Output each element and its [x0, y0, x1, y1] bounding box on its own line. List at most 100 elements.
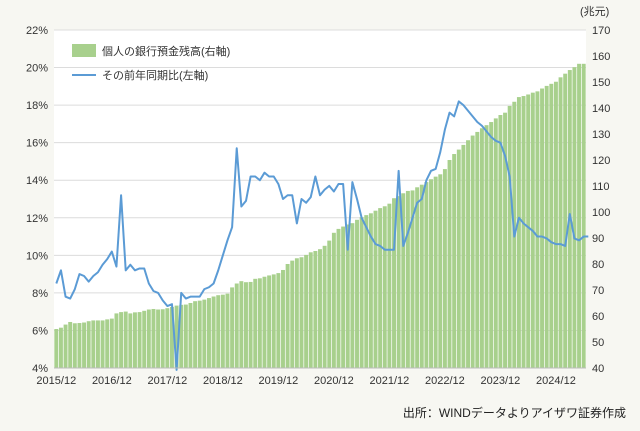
bar [156, 309, 161, 368]
right-tick-label: 110 [592, 181, 610, 193]
bar [239, 281, 244, 368]
bar [160, 309, 165, 368]
line-series [55, 100, 589, 371]
right-tick-label: 70 [592, 285, 604, 297]
bar [442, 169, 447, 368]
bar [285, 264, 290, 368]
bar [123, 311, 128, 368]
bar [183, 304, 188, 368]
bar [294, 258, 299, 368]
legend-bar-swatch [72, 44, 96, 57]
bar [225, 293, 230, 368]
right-tick-label: 120 [592, 155, 610, 167]
bar [290, 260, 295, 368]
bar [58, 327, 63, 368]
bar [503, 112, 508, 369]
yoy-line [55, 100, 589, 371]
right-tick-label: 160 [592, 51, 610, 63]
chart-svg: 4% 6% 8% 10% 12% 14% 16% 18% 20% 22% 40 50 60 70 80 90… [26, 5, 610, 387]
bar [359, 217, 364, 368]
bar [521, 96, 526, 368]
right-tick-label: 150 [592, 77, 610, 89]
bar [63, 324, 68, 368]
left-tick-label: 10% [26, 250, 48, 262]
left-tick-label: 22% [26, 25, 48, 37]
bar [257, 278, 262, 368]
x-tick-label: 2023/12 [481, 375, 521, 387]
bar [373, 210, 378, 368]
right-tick-label: 80 [592, 259, 604, 271]
bar [244, 282, 248, 368]
bar [313, 251, 318, 368]
right-axis-unit: (兆元) [580, 5, 609, 18]
bar [507, 105, 512, 369]
bar [82, 322, 87, 368]
bar [207, 298, 211, 368]
bar [493, 118, 498, 369]
x-tick-label: 2015/12 [36, 375, 76, 387]
right-axis: 40 50 60 70 80 90 100 110 120 130 140 150 160 170 [592, 25, 610, 375]
bar [202, 299, 207, 368]
bar [142, 310, 147, 368]
bar [100, 320, 105, 368]
bar [95, 320, 100, 368]
right-tick-label: 140 [592, 103, 610, 115]
x-tick-label: 2019/12 [258, 375, 298, 387]
bar [475, 131, 480, 368]
x-tick-label: 2021/12 [370, 375, 410, 387]
right-tick-label: 130 [592, 129, 610, 141]
bar [188, 303, 193, 368]
bar [146, 309, 151, 368]
x-tick-label: 2018/12 [203, 375, 243, 387]
bar [368, 213, 373, 368]
bar [114, 313, 119, 368]
x-tick-label: 2024/12 [536, 375, 576, 387]
right-tick-label: 50 [592, 337, 604, 349]
bar [341, 226, 346, 368]
bar [387, 203, 392, 368]
legend-line-label: その前年同期比(左軸) [102, 68, 208, 82]
bar [350, 223, 355, 368]
x-tick-label: 2022/12 [425, 375, 465, 387]
bar [327, 240, 332, 368]
bar [179, 304, 184, 368]
bar [248, 281, 253, 368]
bar [137, 312, 142, 368]
left-tick-label: 20% [26, 63, 48, 75]
bar [169, 306, 174, 368]
right-tick-label: 90 [592, 233, 604, 245]
bar [132, 312, 137, 368]
bar [516, 97, 521, 368]
bar [461, 144, 466, 368]
bar [322, 245, 327, 368]
bar [447, 160, 452, 368]
bar [563, 73, 568, 369]
bar [549, 83, 554, 368]
bar [470, 135, 475, 368]
bar [429, 179, 433, 368]
right-tick-label: 40 [592, 363, 604, 375]
bar [401, 193, 406, 368]
bar [267, 275, 272, 368]
bar [165, 308, 170, 368]
bar [336, 228, 341, 368]
bar [438, 174, 443, 368]
bar [415, 187, 420, 368]
bar [262, 276, 267, 368]
bar-series [54, 63, 586, 369]
left-tick-label: 4% [32, 363, 48, 375]
bar [54, 329, 59, 368]
bar [86, 321, 91, 368]
bar [405, 190, 410, 368]
x-tick-label: 2020/12 [314, 375, 354, 387]
bar [355, 219, 359, 368]
bar [230, 287, 235, 368]
bar [452, 154, 457, 368]
bar [128, 313, 133, 368]
legend-bar-label: 個人の銀行預金残高(右軸) [102, 44, 230, 58]
bar [318, 249, 322, 368]
bar [433, 176, 438, 368]
bar [109, 318, 114, 368]
bar [419, 184, 424, 368]
bar [304, 254, 309, 368]
